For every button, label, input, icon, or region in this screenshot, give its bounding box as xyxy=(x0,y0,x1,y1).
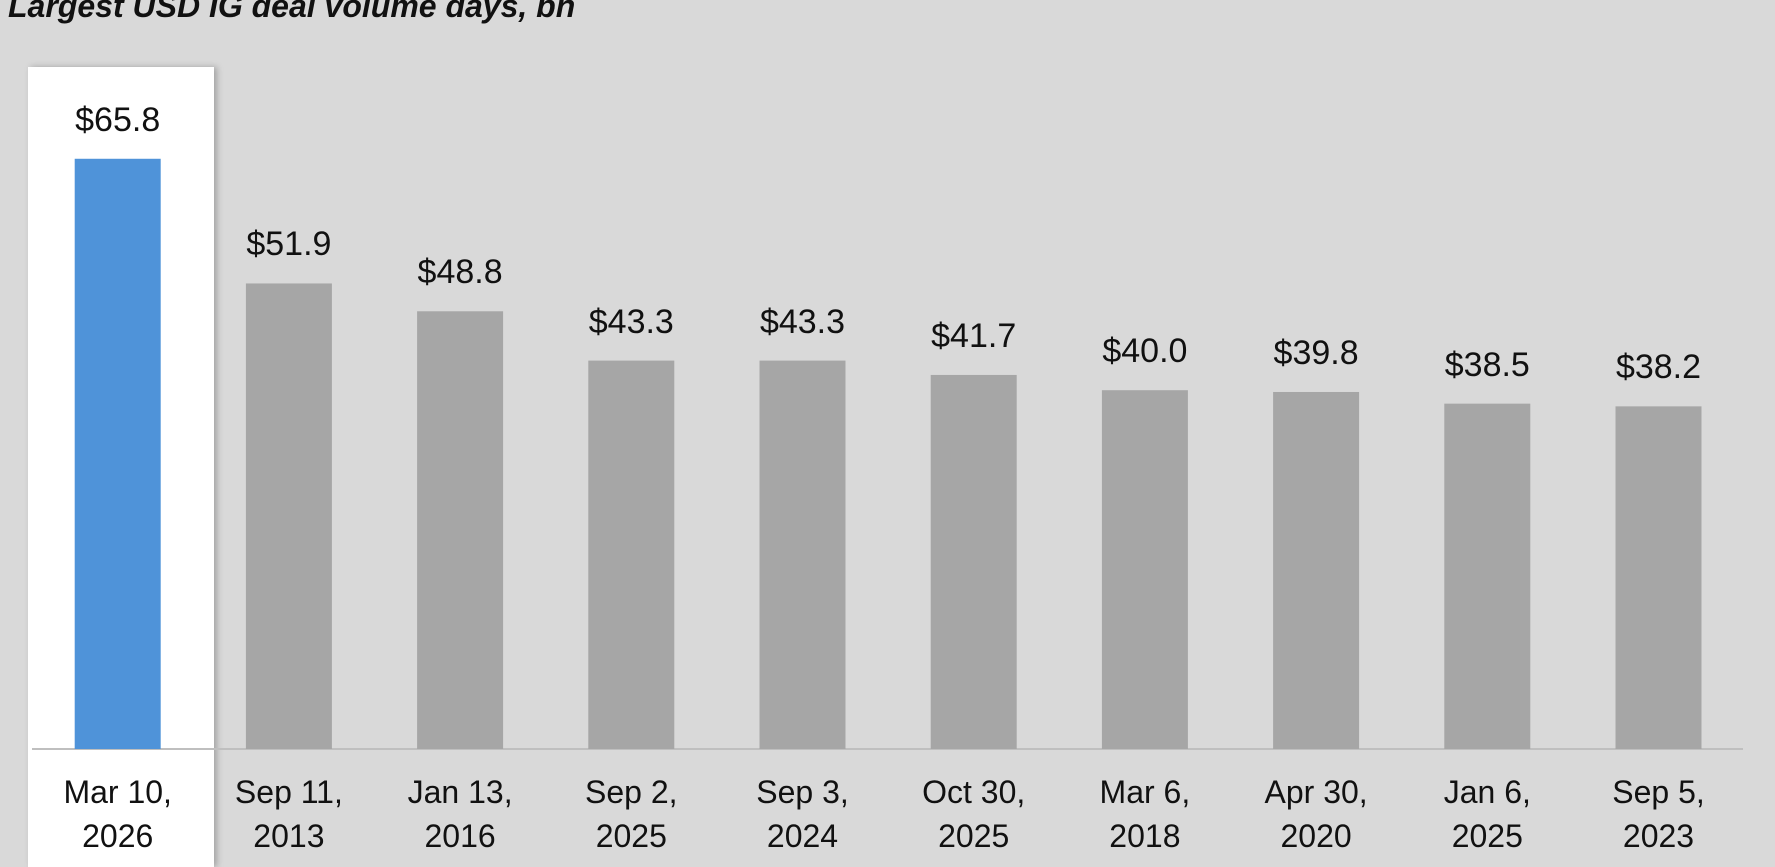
bar xyxy=(588,360,675,749)
value-label: $38.5 xyxy=(1444,345,1530,384)
value-label: $43.3 xyxy=(588,302,674,341)
x-tick-label: Apr 30, 2020 xyxy=(1264,774,1368,854)
bar xyxy=(74,158,161,750)
x-tick-label: Jan 13, 2016 xyxy=(407,774,513,854)
x-tick-label: Oct 30, 2025 xyxy=(922,774,1026,854)
chart xyxy=(32,158,1743,750)
bar xyxy=(1273,391,1360,749)
chart-title: Largest USD IG deal volume days, bn xyxy=(8,0,576,24)
bar xyxy=(245,283,332,749)
bar xyxy=(417,311,504,749)
x-tick-label: Mar 6, 2018 xyxy=(1099,774,1191,854)
x-tick-label: Sep 3, 2024 xyxy=(756,774,849,854)
value-label: $43.3 xyxy=(759,302,846,341)
x-tick-label: Sep 2, 2025 xyxy=(585,774,678,854)
value-label: $48.8 xyxy=(417,253,503,292)
value-label: $65.8 xyxy=(75,100,161,139)
value-label: $39.8 xyxy=(1273,333,1359,372)
value-label: $40.0 xyxy=(1102,332,1188,371)
bar xyxy=(1444,403,1531,749)
bar xyxy=(759,360,846,749)
x-tick-label: Sep 5, 2023 xyxy=(1612,774,1705,854)
x-tick-label: Jan 6, 2025 xyxy=(1443,774,1531,854)
bar xyxy=(1101,390,1188,749)
value-label: $38.2 xyxy=(1615,348,1702,387)
x-tick-label: Sep 11, 2013 xyxy=(234,774,343,854)
bar xyxy=(1615,406,1702,749)
bar xyxy=(930,374,1017,749)
value-label: $51.9 xyxy=(246,225,332,264)
x-tick-label: Mar 10, 2026 xyxy=(63,774,172,854)
value-label: $41.7 xyxy=(931,316,1017,355)
page: Largest USD IG deal volume days, bn (() … xyxy=(8,0,1743,867)
